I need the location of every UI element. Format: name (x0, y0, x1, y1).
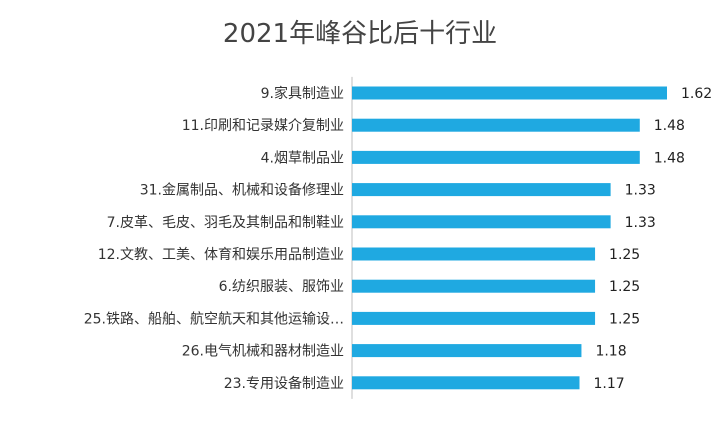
value-label-6: 1.25 (609, 247, 640, 263)
category-label-9: 26.电气机械和器材制造业 (182, 344, 344, 360)
category-label-10: 23.专用设备制造业 (224, 375, 344, 392)
category-label-1: 9.家具制造业 (261, 85, 344, 102)
category-label-2: 11.印刷和记录媒介复制业 (182, 117, 344, 134)
bar-5 (352, 215, 611, 229)
bar-2 (352, 118, 640, 132)
bar-9 (352, 344, 582, 358)
value-label-2: 1.48 (654, 118, 685, 134)
bar-1 (352, 86, 667, 100)
value-label-8: 1.25 (609, 311, 640, 327)
bar-7 (352, 279, 596, 293)
category-label-6: 12.文教、工美、体育和娱乐用品制造业 (98, 247, 344, 263)
bar-8 (352, 311, 596, 325)
value-label-10: 1.17 (594, 376, 625, 392)
value-label-5: 1.33 (625, 215, 656, 231)
bar-6 (352, 247, 596, 261)
bar-3 (352, 150, 640, 164)
bar-4 (352, 183, 611, 197)
value-label-9: 1.18 (595, 344, 626, 360)
category-label-8: 25.铁路、船舶、航空航天和其他运输设… (84, 311, 344, 327)
bars-group: 9.家具制造业 1.62 11.印刷和记录媒介复制业 1.48 4.烟草制品业 1.48 3… (84, 85, 712, 392)
value-label-4: 1.33 (625, 183, 656, 199)
category-label-4: 31.金属制品、机械和设备修理业 (140, 182, 344, 199)
category-label-3: 4.烟草制品业 (261, 150, 344, 166)
bar-10 (352, 376, 580, 390)
value-label-1: 1.62 (681, 86, 712, 102)
value-label-3: 1.48 (654, 150, 685, 166)
category-label-7: 6.纺织服装、服饰业 (219, 279, 344, 295)
chart-title: 2021年峰谷比后十行业 (223, 19, 497, 49)
category-label-5: 7.皮革、毛皮、羽毛及其制品和制鞋业 (107, 215, 344, 231)
value-label-7: 1.25 (609, 279, 640, 295)
